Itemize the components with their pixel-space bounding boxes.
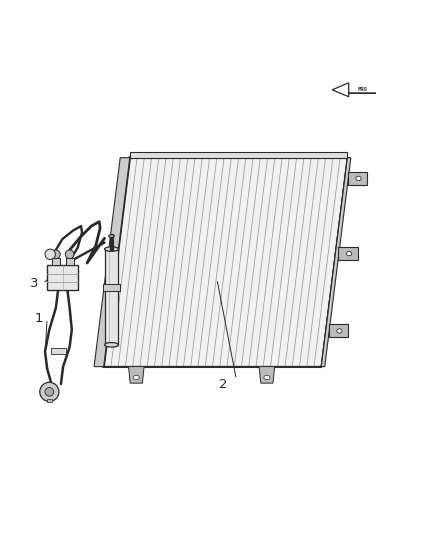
Bar — [47, 399, 52, 402]
Circle shape — [45, 387, 54, 396]
Polygon shape — [338, 247, 358, 260]
Circle shape — [65, 250, 74, 259]
Circle shape — [40, 382, 59, 401]
Ellipse shape — [264, 375, 270, 379]
Circle shape — [52, 250, 60, 259]
Polygon shape — [128, 367, 144, 383]
Ellipse shape — [337, 329, 342, 333]
Bar — [103, 284, 120, 291]
Bar — [66, 258, 74, 265]
Ellipse shape — [346, 252, 352, 256]
Text: 3: 3 — [30, 277, 39, 290]
Bar — [50, 349, 66, 354]
Polygon shape — [94, 158, 130, 367]
Polygon shape — [332, 83, 376, 97]
Polygon shape — [348, 172, 367, 185]
Circle shape — [45, 249, 56, 260]
Polygon shape — [259, 367, 275, 383]
Ellipse shape — [105, 247, 118, 252]
Ellipse shape — [356, 176, 361, 181]
Bar — [52, 258, 60, 265]
Polygon shape — [104, 158, 347, 367]
Text: FRO: FRO — [357, 87, 367, 92]
Bar — [105, 249, 118, 345]
Text: 1: 1 — [34, 312, 43, 325]
Polygon shape — [130, 152, 347, 158]
Ellipse shape — [109, 235, 114, 237]
Ellipse shape — [105, 343, 118, 347]
Bar — [47, 265, 78, 290]
Text: 2: 2 — [219, 377, 228, 391]
Ellipse shape — [133, 375, 139, 379]
Polygon shape — [328, 325, 348, 337]
Polygon shape — [321, 158, 351, 367]
